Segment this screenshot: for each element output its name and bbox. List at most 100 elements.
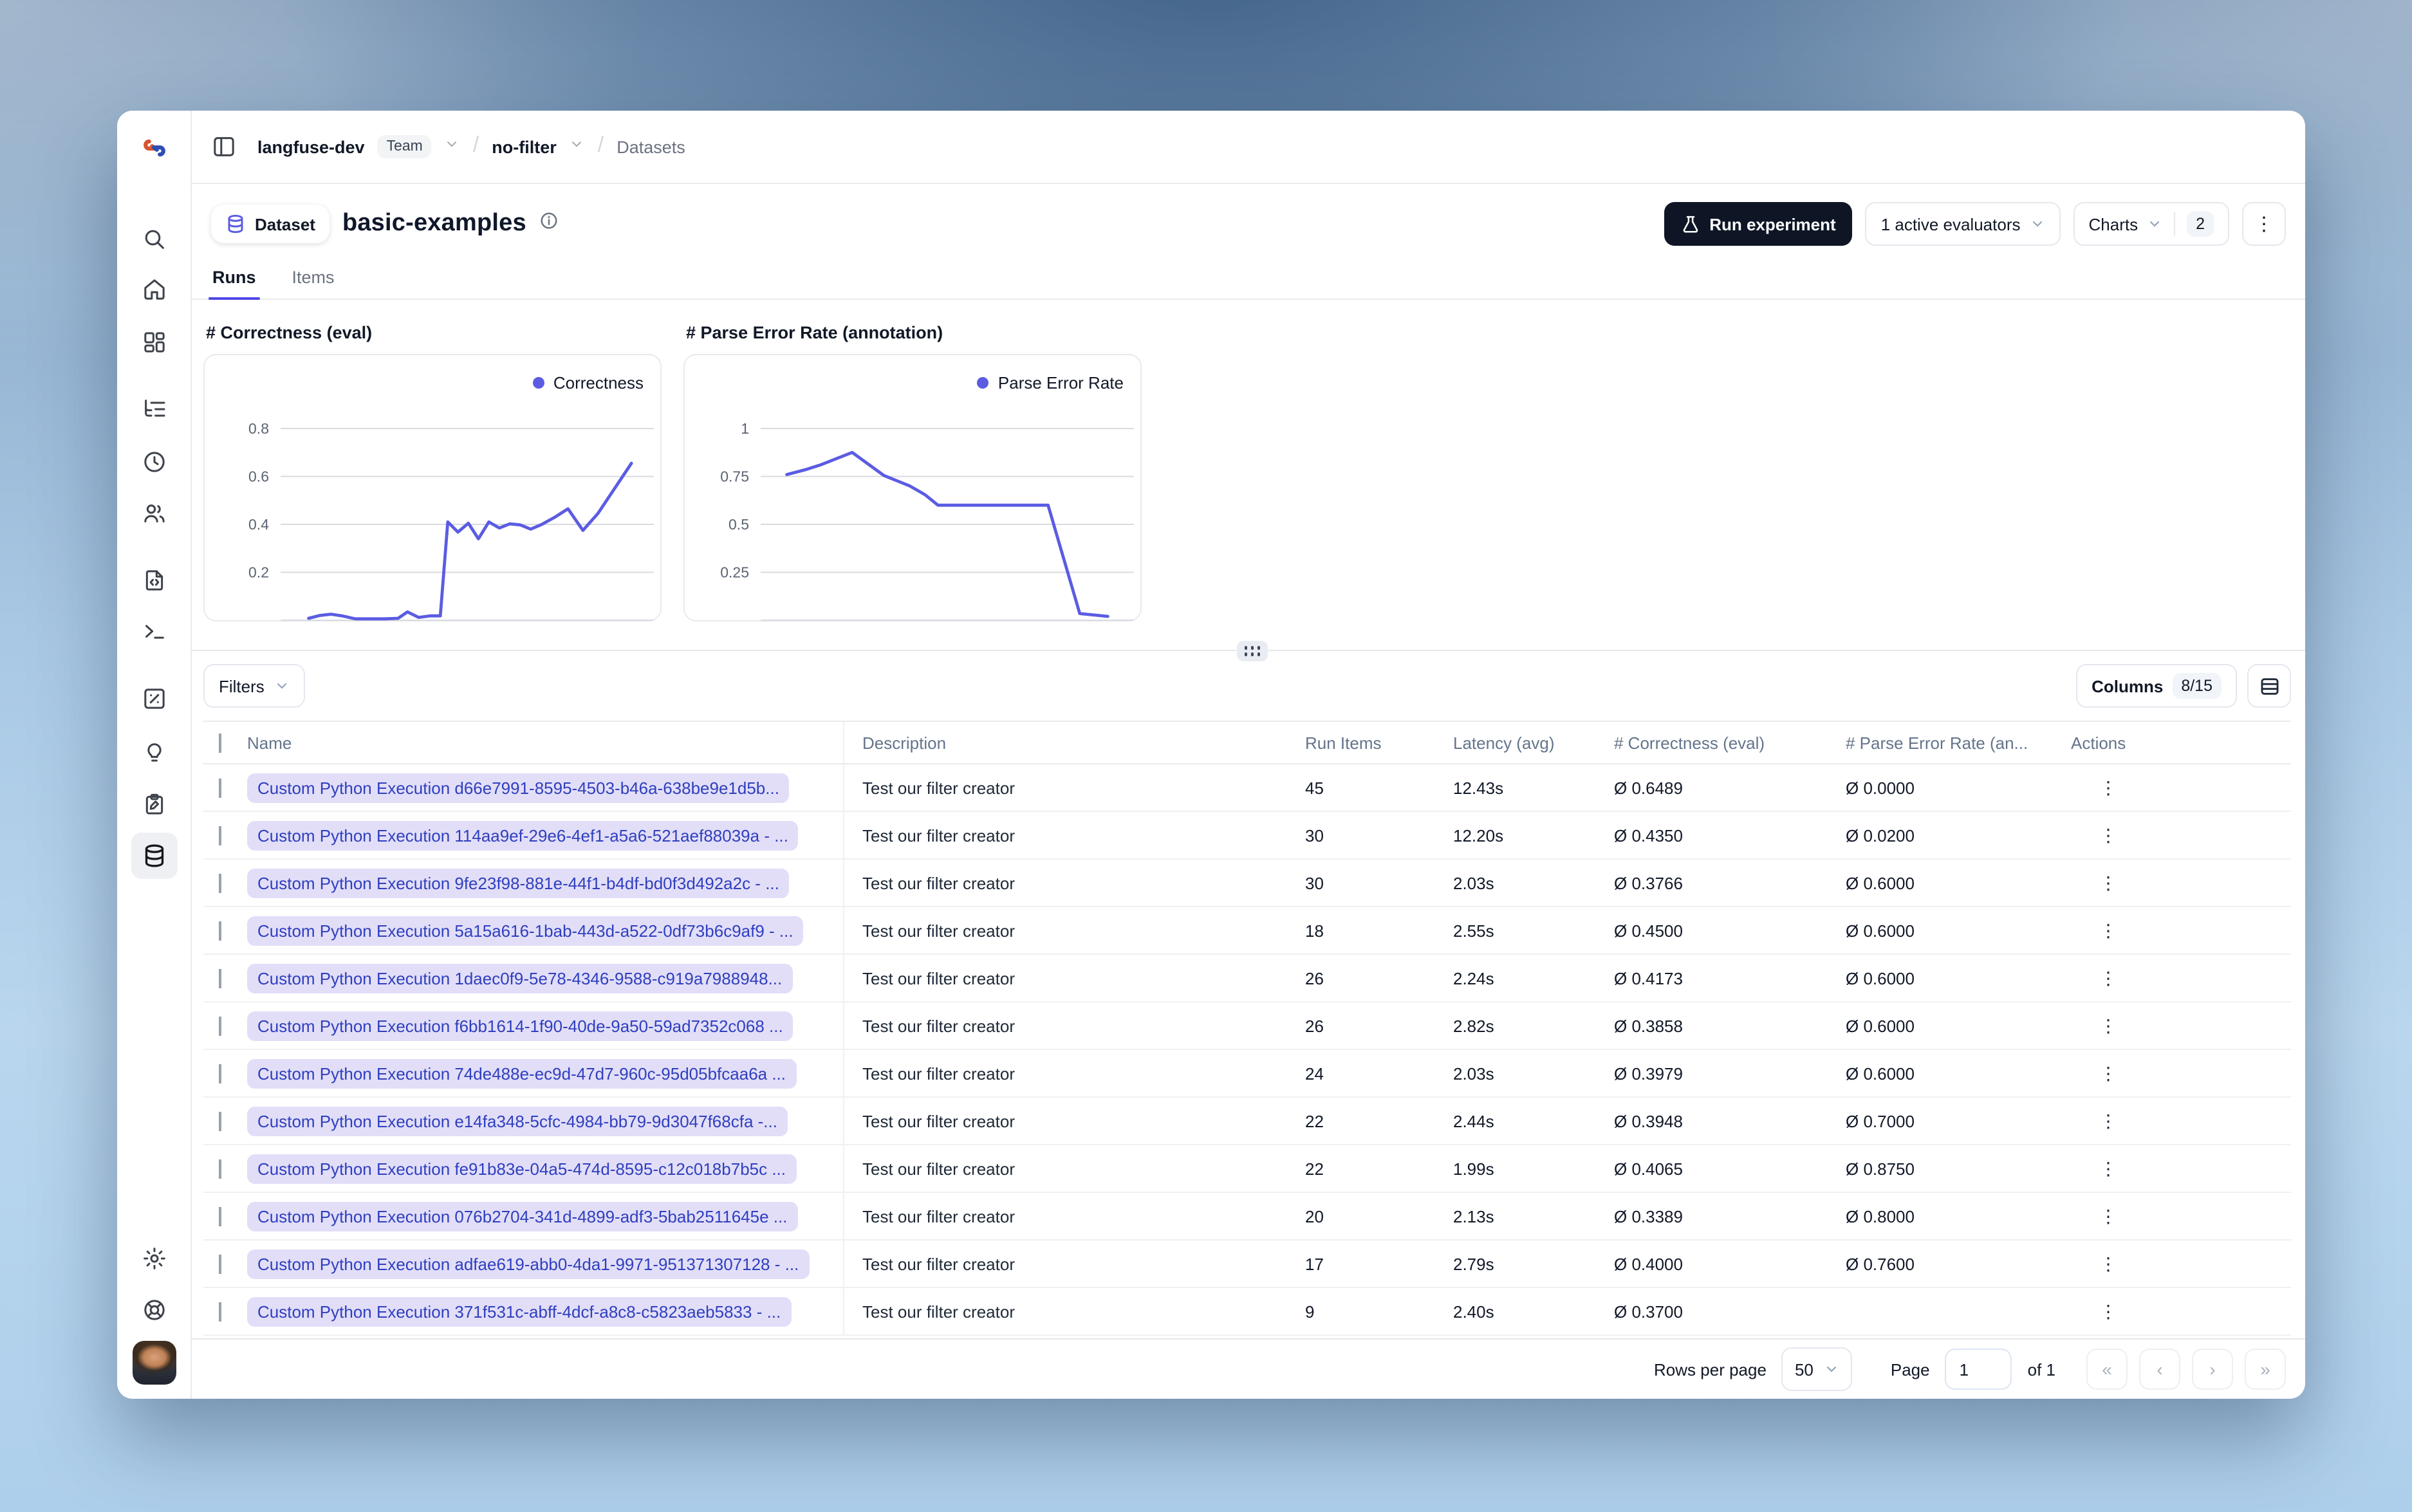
row-checkbox[interactable]	[219, 1016, 221, 1035]
table-row[interactable]: Custom Python Execution 371f531c-abff-4d…	[203, 1288, 2291, 1336]
row-actions-kebab[interactable]: ⋮	[2099, 1110, 2117, 1130]
table-row[interactable]: Custom Python Execution fe91b83e-04a5-47…	[203, 1145, 2291, 1193]
annotation-icon[interactable]	[131, 781, 177, 827]
table-row[interactable]: Custom Python Execution 5a15a616-1bab-44…	[203, 907, 2291, 955]
run-name-link[interactable]: Custom Python Execution 114aa9ef-29e6-4e…	[247, 820, 799, 850]
next-page-button[interactable]: ›	[2192, 1349, 2233, 1390]
page-number-input[interactable]: 1	[1945, 1349, 2012, 1390]
row-checkbox[interactable]	[219, 825, 221, 845]
settings-gear-icon[interactable]	[131, 1235, 177, 1282]
row-checkbox[interactable]	[219, 778, 221, 797]
sessions-clock-icon[interactable]	[131, 439, 177, 485]
users-icon[interactable]	[131, 490, 177, 537]
chevron-down-icon[interactable]	[570, 135, 585, 158]
last-page-button[interactable]: »	[2245, 1349, 2286, 1390]
breadcrumb-org[interactable]: langfuse-dev	[257, 137, 365, 156]
chevron-down-icon[interactable]	[445, 135, 460, 158]
select-all-checkbox[interactable]	[219, 733, 221, 752]
prompts-icon[interactable]	[131, 557, 177, 604]
row-actions-kebab[interactable]: ⋮	[2099, 777, 2117, 797]
dashboards-icon[interactable]	[131, 319, 177, 365]
table-row[interactable]: Custom Python Execution 9fe23f98-881e-44…	[203, 860, 2291, 907]
col-header-name[interactable]: Name	[237, 722, 844, 763]
run-name-link[interactable]: Custom Python Execution 076b2704-341d-48…	[247, 1201, 798, 1231]
row-checkbox[interactable]	[219, 921, 221, 940]
correctness-value: Ø 0.4500	[1614, 921, 1683, 940]
table-row[interactable]: Custom Python Execution d66e7991-8595-45…	[203, 764, 2291, 812]
user-avatar[interactable]	[132, 1341, 176, 1385]
row-height-button[interactable]	[2247, 664, 2291, 708]
table-row[interactable]: Custom Python Execution 74de488e-ec9d-47…	[203, 1050, 2291, 1098]
header-more-button[interactable]: ⋮	[2242, 202, 2286, 246]
tab-runs[interactable]: Runs	[209, 259, 259, 300]
row-actions-kebab[interactable]: ⋮	[2099, 1015, 2117, 1035]
row-checkbox[interactable]	[219, 1302, 221, 1321]
run-name-link[interactable]: Custom Python Execution 74de488e-ec9d-47…	[247, 1058, 797, 1088]
datasets-icon[interactable]	[131, 833, 177, 879]
table-row[interactable]: Custom Python Execution f6bb1614-1f90-40…	[203, 1002, 2291, 1050]
table-row[interactable]: Custom Python Execution 114aa9ef-29e6-4e…	[203, 812, 2291, 860]
run-name-link[interactable]: Custom Python Execution d66e7991-8595-45…	[247, 773, 790, 802]
row-checkbox[interactable]	[219, 1111, 221, 1130]
tab-items[interactable]: Items	[292, 268, 335, 287]
breadcrumb-section[interactable]: Datasets	[617, 137, 685, 156]
first-page-button[interactable]: «	[2086, 1349, 2128, 1390]
col-header-description[interactable]: Description	[862, 733, 947, 752]
table-row[interactable]: Custom Python Execution 1daec0f9-5e78-43…	[203, 955, 2291, 1002]
row-actions-kebab[interactable]: ⋮	[2099, 1062, 2117, 1083]
charts-button[interactable]: Charts 2	[2073, 202, 2229, 246]
run-description: Test our filter creator	[862, 1111, 1015, 1130]
row-actions-kebab[interactable]: ⋮	[2099, 1253, 2117, 1273]
columns-button[interactable]: Columns 8/15	[2076, 664, 2237, 708]
row-actions-kebab[interactable]: ⋮	[2099, 919, 2117, 940]
col-header-correctness[interactable]: # Correctness (eval)	[1614, 733, 1765, 752]
row-checkbox[interactable]	[219, 1206, 221, 1226]
table-row[interactable]: Custom Python Execution e14fa348-5cfc-49…	[203, 1098, 2291, 1145]
evaluation-icon[interactable]	[131, 676, 177, 722]
row-checkbox[interactable]	[219, 873, 221, 892]
row-actions-kebab[interactable]: ⋮	[2099, 1157, 2117, 1178]
rows-per-page-select[interactable]: 50	[1781, 1347, 1852, 1391]
support-lifebuoy-icon[interactable]	[131, 1287, 177, 1333]
run-name-link[interactable]: Custom Python Execution 371f531c-abff-4d…	[247, 1296, 792, 1326]
col-header-run-items[interactable]: Run Items	[1305, 733, 1382, 752]
correctness-value: Ø 0.4350	[1614, 825, 1683, 845]
run-name-link[interactable]: Custom Python Execution fe91b83e-04a5-47…	[247, 1154, 797, 1183]
run-experiment-button[interactable]: Run experiment	[1664, 202, 1853, 246]
run-name-link[interactable]: Custom Python Execution e14fa348-5cfc-49…	[247, 1106, 788, 1136]
run-name-link[interactable]: Custom Python Execution 9fe23f98-881e-44…	[247, 868, 790, 898]
info-icon[interactable]	[539, 211, 559, 237]
table-row[interactable]: Custom Python Execution adfae619-abb0-4d…	[203, 1240, 2291, 1288]
row-checkbox[interactable]	[219, 1159, 221, 1178]
previous-page-button[interactable]: ‹	[2139, 1349, 2180, 1390]
breadcrumb-project[interactable]: no-filter	[492, 137, 557, 156]
run-name-link[interactable]: Custom Python Execution 1daec0f9-5e78-43…	[247, 963, 793, 993]
run-name-link[interactable]: Custom Python Execution f6bb1614-1f90-40…	[247, 1011, 793, 1040]
row-actions-kebab[interactable]: ⋮	[2099, 967, 2117, 988]
row-actions-kebab[interactable]: ⋮	[2099, 872, 2117, 892]
tracing-icon[interactable]	[131, 386, 177, 432]
col-header-latency[interactable]: Latency (avg)	[1453, 733, 1555, 752]
col-header-parse-error[interactable]: # Parse Error Rate (an...	[1846, 733, 2028, 752]
row-actions-kebab[interactable]: ⋮	[2099, 1300, 2117, 1321]
latency-value: 2.82s	[1453, 1016, 1494, 1035]
table-row[interactable]: Custom Python Execution 076b2704-341d-48…	[203, 1193, 2291, 1240]
resize-drag-handle[interactable]	[1237, 641, 1268, 661]
lightbulb-icon[interactable]	[131, 728, 177, 775]
filters-button[interactable]: Filters	[203, 664, 306, 708]
row-checkbox[interactable]	[219, 1254, 221, 1273]
row-actions-kebab[interactable]: ⋮	[2099, 824, 2117, 845]
parse-error-value: Ø 0.8750	[1846, 1159, 1915, 1178]
playground-terminal-icon[interactable]	[131, 609, 177, 655]
sidebar-toggle-icon[interactable]	[211, 134, 237, 160]
active-evaluators-button[interactable]: 1 active evaluators	[1865, 202, 2061, 246]
row-checkbox[interactable]	[219, 1064, 221, 1083]
run-name-link[interactable]: Custom Python Execution 5a15a616-1bab-44…	[247, 916, 804, 945]
row-checkbox[interactable]	[219, 968, 221, 988]
row-actions-kebab[interactable]: ⋮	[2099, 1205, 2117, 1226]
home-icon[interactable]	[131, 266, 177, 313]
search-icon[interactable]	[131, 216, 177, 263]
flask-icon	[1683, 215, 1698, 232]
chart-title: # Parse Error Rate (annotation)	[686, 323, 943, 342]
run-name-link[interactable]: Custom Python Execution adfae619-abb0-4d…	[247, 1249, 810, 1278]
